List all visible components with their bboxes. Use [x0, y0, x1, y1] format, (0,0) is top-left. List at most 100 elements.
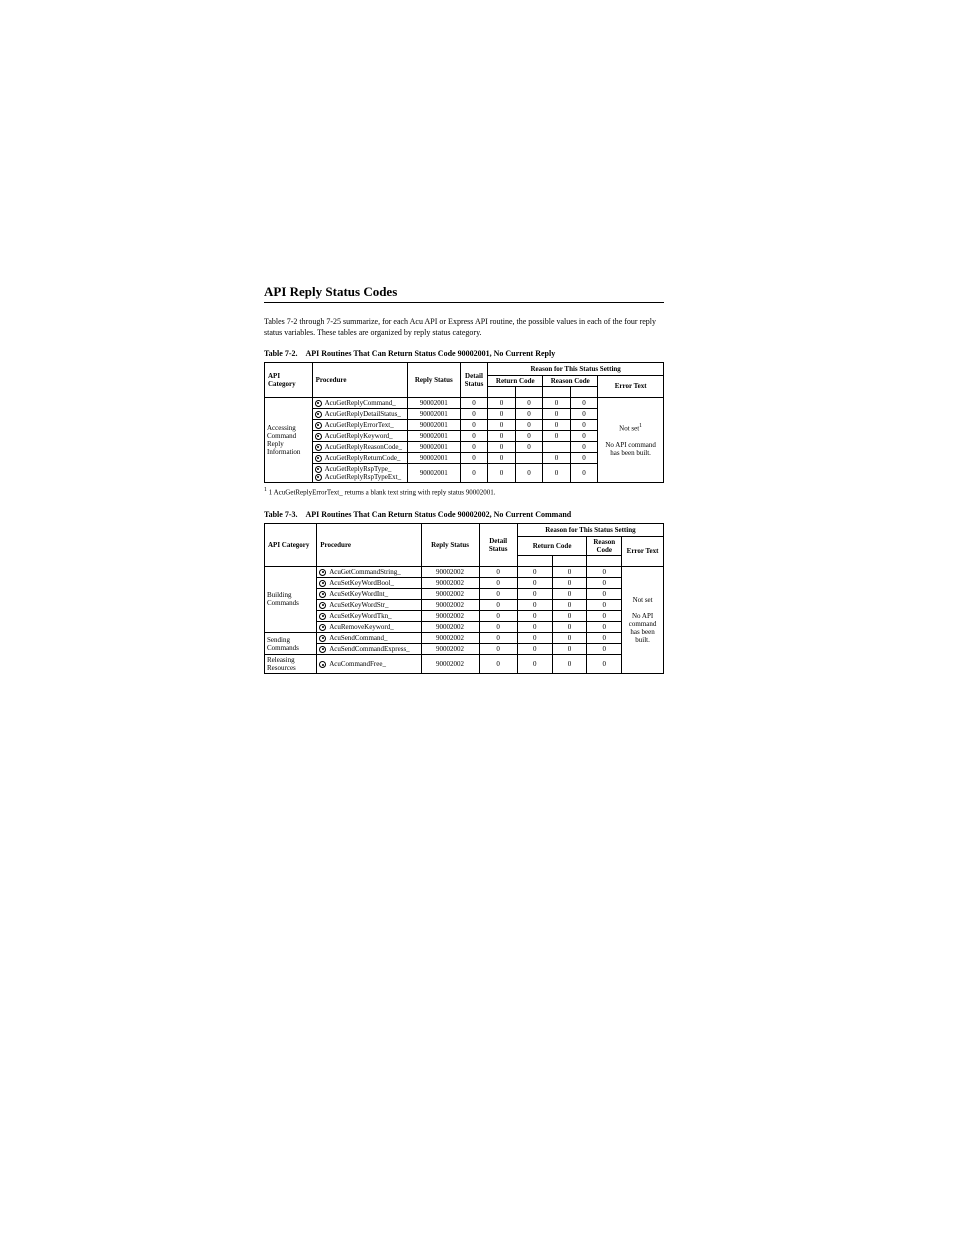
table-row: AcuSetKeyWordBool_900020020000	[265, 577, 664, 588]
col-api-category: API Category	[265, 362, 313, 397]
detail-status-cell: 0	[479, 621, 517, 632]
procedure-cell: AcuGetReplyKeyword_	[312, 430, 407, 441]
detail-status-cell: 0	[479, 566, 517, 577]
return-code-cell: 0	[552, 610, 587, 621]
reason-code-cell: 0	[543, 397, 571, 408]
col-reason-heading: Reason for This Status Setting	[517, 523, 663, 536]
reply-status-cell: 90002002	[421, 588, 479, 599]
reason-code-cell: 0	[587, 588, 622, 599]
bullet-icon	[319, 661, 326, 668]
category-cell: Sending Commands	[265, 633, 317, 655]
procedure-cell: AcuGetReplyErrorText_	[312, 419, 407, 430]
return-code-cell: 0	[517, 599, 552, 610]
detail-status-cell: 0	[460, 397, 488, 408]
page-content: API Reply Status Codes Tables 7-2 throug…	[264, 284, 664, 674]
table-7-2: API Category Procedure Reply Status Deta…	[264, 362, 664, 484]
detail-status-cell: 0	[479, 610, 517, 621]
reply-status-cell: 90002002	[421, 599, 479, 610]
col-reply-status: Reply Status	[421, 523, 479, 566]
subcol-a	[517, 555, 552, 566]
procedure-cell: AcuGetReplyDetailStatus_	[312, 408, 407, 419]
reply-status-cell: 90002001	[407, 408, 460, 419]
procedure-cell: AcuRemoveKeyword_	[317, 621, 421, 632]
bullet-icon	[315, 422, 322, 429]
reason-code-cell: 0	[543, 419, 571, 430]
return-code-cell: 0	[515, 441, 543, 452]
return-code-cell: 0	[515, 408, 543, 419]
return-code-cell: 0	[552, 599, 587, 610]
col-api-category: API Category	[265, 523, 317, 566]
col-detail-status: Detail Status	[460, 362, 488, 397]
subcol-d	[570, 386, 598, 397]
return-code-cell: 0	[552, 588, 587, 599]
reply-status-cell: 90002002	[421, 644, 479, 655]
error-text-cell: Not set1No API command has been built.	[598, 397, 664, 482]
reason-code-cell: 0	[570, 408, 598, 419]
return-code-cell: 0	[515, 419, 543, 430]
reply-status-cell: 90002001	[407, 419, 460, 430]
reason-code-cell: 0	[570, 397, 598, 408]
procedure-cell: AcuGetCommandString_	[317, 566, 421, 577]
return-code-cell: 0	[488, 441, 516, 452]
return-code-cell: 0	[515, 464, 543, 483]
return-code-cell: 0	[517, 588, 552, 599]
reply-status-cell: 90002001	[407, 430, 460, 441]
intro-paragraph: Tables 7-2 through 7-25 summarize, for e…	[264, 317, 664, 339]
return-code-cell: 0	[488, 452, 516, 463]
reply-status-cell: 90002002	[421, 610, 479, 621]
subcol-c	[587, 555, 622, 566]
bullet-icon	[315, 474, 322, 481]
return-code-cell: 0	[552, 633, 587, 644]
detail-status-cell: 0	[479, 655, 517, 674]
section-title: API Reply Status Codes	[264, 284, 664, 300]
return-code-cell: 0	[517, 633, 552, 644]
reply-status-cell: 90002002	[421, 621, 479, 632]
return-code-cell: 0	[517, 655, 552, 674]
reply-status-cell: 90002001	[407, 464, 460, 483]
return-code-cell: 0	[488, 408, 516, 419]
return-code-cell: 0	[488, 464, 516, 483]
bullet-icon	[315, 400, 322, 407]
detail-status-cell: 0	[460, 430, 488, 441]
col-procedure: Procedure	[317, 523, 421, 566]
procedure-cell: AcuCommandFree_	[317, 655, 421, 674]
col-reason-heading: Reason for This Status Setting	[488, 362, 664, 375]
col-error-text: Error Text	[622, 536, 664, 566]
table-row: Sending CommandsAcuSendCommand_900020020…	[265, 633, 664, 644]
bullet-icon	[315, 433, 322, 440]
section-rule	[264, 302, 664, 303]
return-code-cell: 0	[552, 621, 587, 632]
table-row: AcuSetKeyWordStr_900020020000	[265, 599, 664, 610]
return-code-cell: 0	[552, 644, 587, 655]
reason-code-cell: 0	[570, 441, 598, 452]
procedure-cell: AcuGetReplyCommand_	[312, 397, 407, 408]
reason-code-cell: 0	[587, 577, 622, 588]
bullet-icon	[315, 466, 322, 473]
col-reason-code: Reason Code	[543, 375, 598, 386]
reason-code-cell: 0	[570, 452, 598, 463]
detail-status-cell: 0	[460, 441, 488, 452]
table-row: Building CommandsAcuGetCommandString_900…	[265, 566, 664, 577]
return-code-cell: 0	[517, 610, 552, 621]
detail-status-cell: 0	[479, 644, 517, 655]
return-code-cell	[515, 452, 543, 463]
bullet-icon	[319, 646, 326, 653]
table-row: AcuSetKeyWordTkn_900020020000	[265, 610, 664, 621]
bullet-icon	[315, 444, 322, 451]
bullet-icon	[319, 602, 326, 609]
category-cell: Building Commands	[265, 566, 317, 632]
detail-status-cell: 0	[479, 633, 517, 644]
reason-code-cell: 0	[570, 430, 598, 441]
bullet-icon	[315, 411, 322, 418]
procedure-cell: AcuSendCommand_	[317, 633, 421, 644]
subcol-b	[552, 555, 587, 566]
reason-code-cell: 0	[570, 419, 598, 430]
reply-status-cell: 90002002	[421, 577, 479, 588]
return-code-cell: 0	[552, 566, 587, 577]
detail-status-cell: 0	[460, 452, 488, 463]
return-code-cell: 0	[517, 577, 552, 588]
return-code-cell: 0	[488, 430, 516, 441]
table-7-2-title: Table 7-2. API Routines That Can Return …	[264, 349, 664, 358]
procedure-cell: AcuGetReplyReasonCode_	[312, 441, 407, 452]
col-reason-code: Reason Code	[587, 536, 622, 555]
